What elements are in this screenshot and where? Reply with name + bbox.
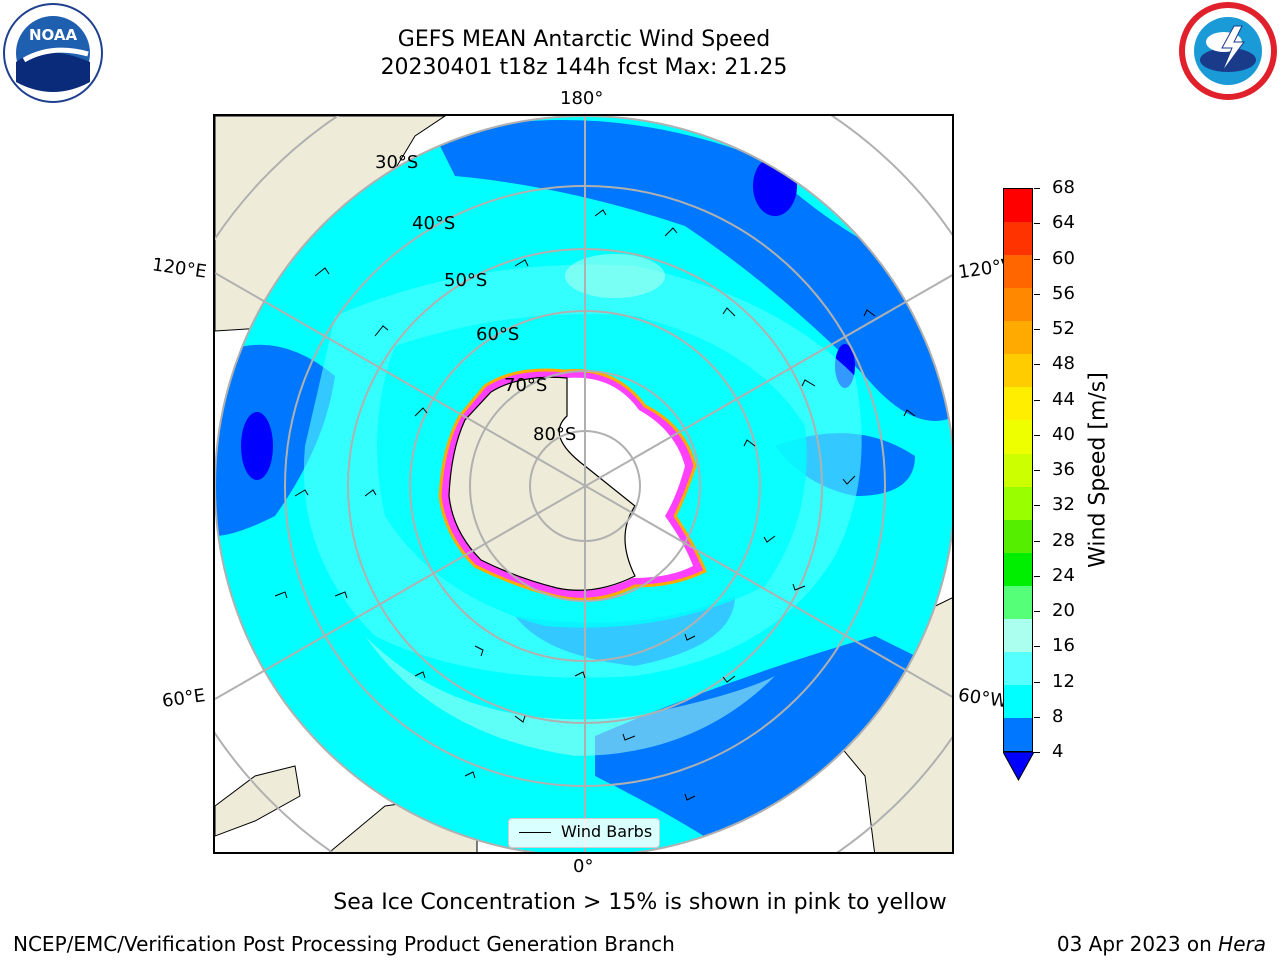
colorbar-tick-mark [1034, 646, 1040, 648]
sea-ice-caption: Sea Ice Concentration > 15% is shown in … [333, 890, 947, 915]
lon-label-180: 180° [560, 88, 604, 109]
colorbar-tick-mark [1034, 364, 1040, 366]
colorbar-segment [1004, 684, 1032, 718]
colorbar-segment [1004, 486, 1032, 520]
colorbar-tick-mark [1034, 752, 1040, 753]
colorbar-segment [1004, 222, 1032, 256]
colorbar-tick-mark [1034, 716, 1040, 718]
colorbar-tick-label: 20 [1052, 600, 1075, 621]
colorbar [1003, 188, 1033, 752]
colorbar-tick-mark [1034, 575, 1040, 577]
chart-title: GEFS MEAN Antarctic Wind Speed [397, 27, 771, 52]
polar-map [215, 116, 952, 852]
wind-barb-legend-line [519, 832, 551, 833]
lat-label-40s: 40°S [412, 213, 456, 234]
colorbar-segment [1004, 387, 1032, 421]
map-panel [213, 114, 954, 854]
lon-label-60w: 60°W [956, 684, 1009, 713]
lon-label-60e: 60°E [160, 685, 207, 712]
colorbar-tick-label: 28 [1052, 529, 1075, 551]
colorbar-tick-mark [1034, 434, 1040, 436]
colorbar-tick-label: 68 [1052, 177, 1075, 198]
colorbar-segment [1004, 552, 1032, 586]
colorbar-segment [1004, 651, 1032, 685]
colorbar-tick-label: 40 [1052, 423, 1075, 445]
colorbar-tick-label: 64 [1052, 212, 1075, 234]
colorbar-tick-label: 8 [1052, 705, 1064, 727]
colorbar-segment [1004, 519, 1032, 553]
footer-host: Hera [1218, 932, 1266, 956]
colorbar-tick-label: 52 [1052, 318, 1075, 339]
colorbar-tick-mark [1034, 540, 1040, 542]
wind-barbs [274, 209, 916, 801]
colorbar-tick-mark [1034, 188, 1040, 189]
colorbar-segment [1004, 585, 1032, 619]
footer-date: 03 Apr 2023 on [1056, 932, 1219, 956]
lon-label-120e: 120°E [150, 254, 208, 283]
national-weather-service-logo [1179, 2, 1277, 100]
colorbar-segment [1004, 354, 1032, 388]
colorbar-tick-mark [1034, 681, 1040, 683]
noaa-logo-text: NOAA [29, 26, 78, 44]
lat-label-70s: 70°S [504, 375, 548, 396]
colorbar-tick-mark [1034, 258, 1040, 260]
colorbar-tick-label: 48 [1052, 353, 1075, 375]
colorbar-segment [1004, 321, 1032, 355]
colorbar-ticks: 68 64 60 56 52 48 44 40 36 32 28 24 20 16 12 8 4 [1034, 177, 1094, 762]
colorbar-tick-mark [1034, 611, 1040, 612]
colorbar-segment [1004, 618, 1032, 652]
footer-right: 03 Apr 2023 on Hera [1057, 932, 1266, 956]
lat-label-60s: 60°S [476, 324, 520, 345]
wind-barb-legend-label: Wind Barbs [561, 822, 653, 841]
colorbar-tick-label: 4 [1052, 741, 1064, 762]
colorbar-tick-mark [1034, 223, 1040, 225]
colorbar-segment [1004, 718, 1032, 752]
lat-label-50s: 50°S [444, 270, 488, 291]
colorbar-tick-label: 36 [1052, 459, 1075, 480]
colorbar-tick-label: 56 [1052, 282, 1075, 304]
colorbar-tick-mark [1034, 293, 1040, 295]
map-legend: Wind Barbs [508, 818, 660, 848]
lat-label-30s: 30°S [375, 152, 419, 173]
lat-label-80s: 80°S [533, 424, 577, 445]
lon-label-0: 0° [573, 856, 594, 877]
colorbar-tick-label: 12 [1052, 670, 1075, 692]
colorbar-tick-label: 24 [1052, 564, 1075, 586]
noaa-logo: NOAA [3, 3, 103, 103]
colorbar-segment [1004, 288, 1032, 322]
colorbar-tick-label: 60 [1052, 247, 1075, 269]
chart-subtitle: 20230401 t18z 144h fcst Max: 21.25 [380, 55, 788, 80]
graticule [215, 116, 952, 852]
colorbar-tick-mark [1034, 399, 1040, 401]
colorbar-segment [1004, 255, 1032, 289]
colorbar-tick-label: 16 [1052, 635, 1075, 657]
colorbar-segment [1004, 453, 1032, 487]
footer-left: NCEP/EMC/Verification Post Processing Pr… [13, 932, 675, 956]
colorbar-label: Wind Speed [m/s] [1085, 372, 1111, 568]
colorbar-tick-label: 32 [1052, 494, 1075, 516]
colorbar-tick-mark [1034, 505, 1040, 507]
colorbar-segment [1004, 189, 1032, 223]
colorbar-tick-mark [1034, 470, 1040, 471]
colorbar-tick-label: 44 [1052, 388, 1075, 410]
colorbar-tick-mark [1034, 329, 1040, 330]
colorbar-segment [1004, 420, 1032, 454]
colorbar-under-arrow [1003, 752, 1034, 782]
